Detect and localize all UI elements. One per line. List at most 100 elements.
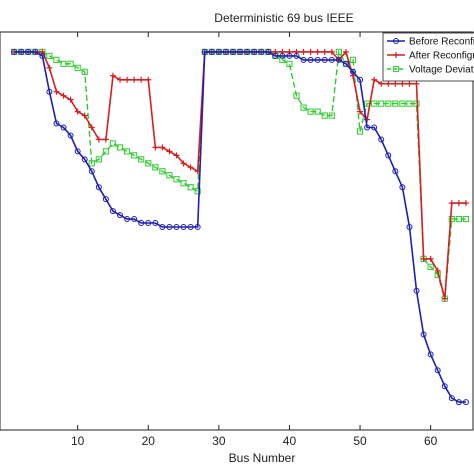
data-point <box>32 48 39 55</box>
data-point <box>11 48 18 55</box>
series-line <box>14 50 466 299</box>
data-point <box>420 331 427 338</box>
data-point <box>180 160 187 167</box>
legend-label: Voltage Deviation <box>409 65 474 76</box>
data-point <box>328 48 335 55</box>
data-point <box>159 168 166 175</box>
data-point <box>173 224 180 231</box>
legend-item: After Reconfiguration <box>387 51 474 62</box>
data-point <box>18 48 25 55</box>
data-point <box>88 168 95 175</box>
data-point <box>286 48 293 55</box>
x-tick-label: 10 <box>71 434 85 448</box>
data-point <box>81 68 88 75</box>
data-point <box>131 76 138 83</box>
data-point <box>371 100 378 107</box>
legend-marker <box>393 52 399 58</box>
data-point <box>117 212 124 219</box>
data-point <box>152 220 159 227</box>
data-point <box>371 76 378 83</box>
data-point <box>194 224 201 231</box>
data-point <box>300 104 307 111</box>
data-point <box>349 72 356 79</box>
x-tick-label: 40 <box>283 434 297 448</box>
data-point <box>321 48 328 55</box>
data-point <box>131 152 138 159</box>
data-point <box>180 224 187 231</box>
data-point <box>173 176 180 183</box>
data-point <box>272 48 279 55</box>
data-point <box>392 80 399 87</box>
legend: Before Reconfiguration After Reconfigurat… <box>382 32 474 82</box>
data-point <box>229 48 236 55</box>
data-point <box>455 215 462 223</box>
data-point <box>124 216 131 223</box>
data-point <box>378 136 385 143</box>
data-point <box>138 76 145 83</box>
x-tick-label: 60 <box>424 434 438 448</box>
data-point <box>67 96 74 103</box>
data-point <box>81 112 88 119</box>
series-2 <box>11 48 469 302</box>
data-point <box>152 144 159 151</box>
series-3 <box>11 48 470 302</box>
data-point <box>138 156 145 163</box>
data-point <box>392 100 399 107</box>
legend-marker <box>392 65 400 73</box>
data-point <box>67 60 74 67</box>
x-axis: 10 20 30 40 50 60 <box>71 32 438 448</box>
data-point <box>378 80 385 87</box>
data-point <box>385 152 392 159</box>
data-point <box>335 56 342 63</box>
data-point <box>293 48 300 55</box>
data-point <box>145 220 152 227</box>
data-point <box>74 108 81 115</box>
data-point <box>427 351 434 358</box>
data-point <box>74 148 81 155</box>
data-point <box>138 220 145 227</box>
x-tick-label: 20 <box>142 434 156 448</box>
data-point <box>448 395 455 402</box>
legend-item: Before Reconfiguration <box>387 37 474 48</box>
data-point <box>131 216 138 223</box>
data-point <box>166 172 173 179</box>
data-point <box>88 124 95 131</box>
data-point <box>39 52 46 59</box>
data-point <box>265 48 272 55</box>
data-point <box>279 48 286 55</box>
data-point <box>244 48 251 55</box>
data-point <box>342 60 349 67</box>
data-point <box>46 52 53 59</box>
data-point <box>314 108 321 115</box>
data-point <box>272 52 279 59</box>
data-point <box>145 76 152 83</box>
data-point <box>364 124 371 131</box>
data-point <box>251 48 258 55</box>
data-point <box>88 160 95 167</box>
data-point <box>46 64 53 71</box>
data-point <box>455 399 462 406</box>
data-point <box>95 156 102 163</box>
data-point <box>364 116 371 123</box>
data-point <box>441 295 448 302</box>
series-line <box>14 51 466 403</box>
data-point <box>166 148 173 155</box>
data-point <box>258 48 265 55</box>
data-point <box>39 48 46 55</box>
data-point <box>46 88 53 95</box>
data-point <box>448 215 455 223</box>
data-point <box>378 100 385 107</box>
data-point <box>109 140 117 147</box>
data-point <box>462 200 469 207</box>
data-point <box>328 56 335 63</box>
data-point <box>342 48 349 55</box>
data-point <box>427 255 434 262</box>
data-point <box>102 196 109 203</box>
data-point <box>385 80 392 87</box>
series-1 <box>11 48 469 406</box>
data-point <box>222 48 229 55</box>
data-point <box>399 184 406 191</box>
data-point <box>300 56 307 63</box>
series-line <box>14 49 466 299</box>
